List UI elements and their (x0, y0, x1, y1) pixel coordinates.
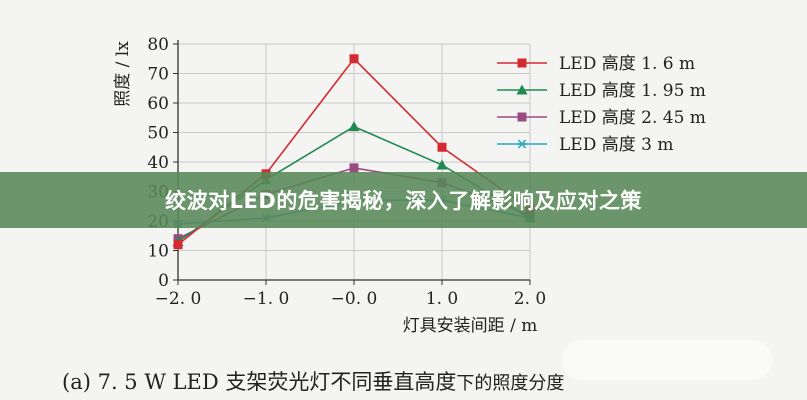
data-point (516, 84, 528, 95)
data-point (517, 58, 527, 68)
data-point (173, 240, 183, 250)
legend-entry: LED 高度 2. 45 m (497, 108, 706, 128)
watermark (562, 340, 772, 380)
legend-label: LED 高度 2. 45 m (559, 108, 706, 128)
banner-title: 绞波对LED的危害揭秘，深入了解影响及应对之策 (165, 189, 642, 213)
y-tick-label: 60 (147, 94, 169, 114)
data-point (348, 121, 360, 132)
legend-entry: LED 高度 1. 95 m (497, 81, 706, 101)
x-tick-label: −0. 0 (331, 289, 378, 309)
x-tick-label: −1. 0 (243, 289, 290, 309)
data-point (349, 54, 359, 64)
legend-entry: LED 高度 1. 6 m (497, 54, 695, 74)
data-point (517, 112, 527, 122)
legend-label: LED 高度 3 m (559, 135, 673, 155)
data-point (437, 142, 447, 152)
title-banner: 绞波对LED的危害揭秘，深入了解影响及应对之策 (0, 172, 807, 228)
y-tick-label: 50 (147, 124, 169, 144)
y-tick-label: 0 (158, 271, 169, 291)
grid (177, 43, 531, 281)
x-tick-label: 2. 0 (514, 289, 546, 309)
y-tick-label: 80 (147, 35, 169, 55)
caption-suffix: 下的照度分度 (456, 373, 565, 394)
y-tick-label: 10 (147, 242, 169, 262)
legend-label: LED 高度 1. 95 m (559, 81, 706, 101)
y-axis-label: 照度 / lx (113, 41, 133, 107)
legend-entry: LED 高度 3 m (497, 135, 673, 155)
data-point (349, 163, 359, 173)
star-stroke (517, 139, 527, 149)
data-point (436, 159, 448, 170)
legend-label: LED 高度 1. 6 m (559, 54, 695, 74)
caption-prefix: (a) 7. 5 W LED 支架荧光灯不同垂直高度 (62, 370, 457, 394)
x-tick-label: 1. 0 (426, 289, 458, 309)
legend: LED 高度 1. 6 m LED 高度 1. 95 m LED 高度 2. 45 … (497, 54, 706, 155)
data-point (517, 139, 527, 149)
figure-caption: (a) 7. 5 W LED 支架荧光灯不同垂直高度下的照度分度 (62, 366, 564, 396)
x-tick-label: −2. 0 (155, 289, 202, 309)
y-tick-label: 70 (147, 65, 169, 85)
x-axis-label: 灯具安装间距 / m (403, 316, 538, 336)
y-tick-label: 40 (147, 153, 169, 173)
